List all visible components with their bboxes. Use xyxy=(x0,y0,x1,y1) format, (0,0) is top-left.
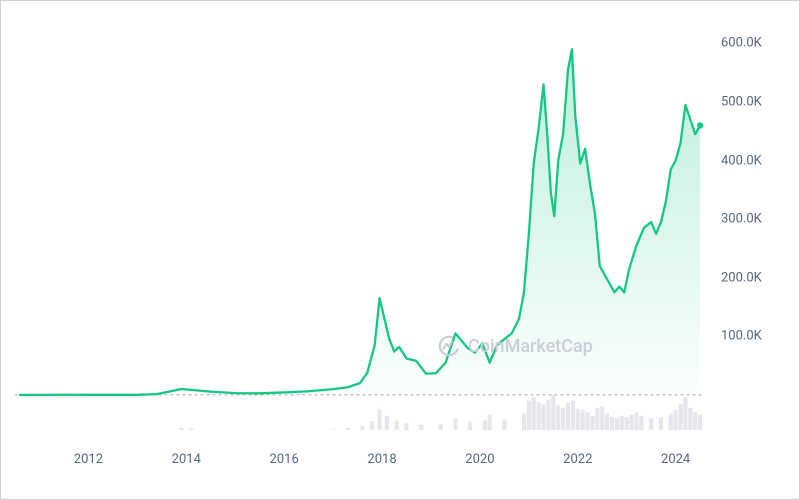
y-tick-label: 500.0K xyxy=(721,95,762,110)
plot-svg xyxy=(15,20,705,430)
x-tick-label: 2020 xyxy=(465,452,494,467)
price-chart: 100.0K 200.0K 300.0K 400.0K 500.0K 600.0K 201… xyxy=(0,0,800,500)
y-tick-label: 600.0K xyxy=(721,36,762,51)
y-tick-label: 100.0K xyxy=(721,329,762,344)
y-tick-label: 400.0K xyxy=(721,153,762,168)
x-tick-label: 2024 xyxy=(661,452,690,467)
y-tick-label: 300.0K xyxy=(721,212,762,227)
x-axis-labels: 2012 2014 2016 2018 2020 2022 2024 xyxy=(15,452,705,476)
x-tick-label: 2012 xyxy=(74,452,103,467)
y-axis-labels: 100.0K 200.0K 300.0K 400.0K 500.0K 600.0K xyxy=(721,20,791,430)
x-tick-label: 2018 xyxy=(367,452,396,467)
y-tick-label: 200.0K xyxy=(721,270,762,285)
x-tick-label: 2022 xyxy=(563,452,592,467)
x-tick-label: 2014 xyxy=(172,452,201,467)
plot-area xyxy=(15,20,705,430)
x-tick-label: 2016 xyxy=(270,452,299,467)
